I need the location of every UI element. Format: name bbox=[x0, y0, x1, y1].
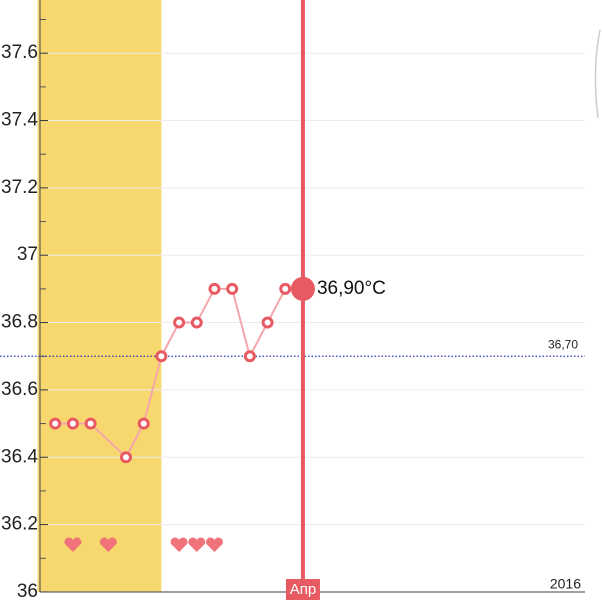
year-label: 2016 bbox=[550, 576, 581, 592]
point bbox=[190, 316, 203, 329]
point bbox=[208, 282, 221, 295]
scroll-edge bbox=[594, 29, 601, 119]
y-tick-label: 37.6 bbox=[1, 42, 38, 63]
point bbox=[226, 282, 239, 295]
point bbox=[119, 451, 132, 464]
point bbox=[261, 316, 274, 329]
point bbox=[84, 417, 97, 430]
y-tick-label: 36.4 bbox=[1, 446, 38, 467]
point bbox=[137, 417, 150, 430]
heart bbox=[205, 537, 223, 552]
y-tick-label: 37.4 bbox=[1, 110, 38, 131]
point bbox=[243, 350, 256, 363]
point bbox=[155, 350, 168, 363]
y-tick-label: 37.2 bbox=[1, 177, 38, 198]
y-tick-label: 37 bbox=[17, 244, 38, 265]
point bbox=[279, 282, 292, 295]
y-tick-label: 36.8 bbox=[1, 312, 38, 333]
heart bbox=[170, 537, 188, 552]
month-badge bbox=[285, 579, 320, 600]
selected-point bbox=[290, 276, 315, 301]
reference-label: 36,70 bbox=[548, 337, 578, 351]
y-tick-label: 36.2 bbox=[1, 514, 38, 535]
month-label: Апр bbox=[290, 581, 316, 598]
heart bbox=[188, 537, 206, 552]
heart bbox=[64, 537, 82, 552]
point bbox=[49, 417, 62, 430]
point bbox=[173, 316, 186, 329]
heart bbox=[99, 537, 117, 552]
point bbox=[66, 417, 79, 430]
y-tick-label: 36 bbox=[17, 581, 38, 600]
temperature-line bbox=[55, 287, 303, 459]
fertile-window bbox=[37, 0, 162, 592]
selected-label: 36,90°C bbox=[317, 278, 386, 299]
y-tick-label: 36.6 bbox=[1, 379, 38, 400]
